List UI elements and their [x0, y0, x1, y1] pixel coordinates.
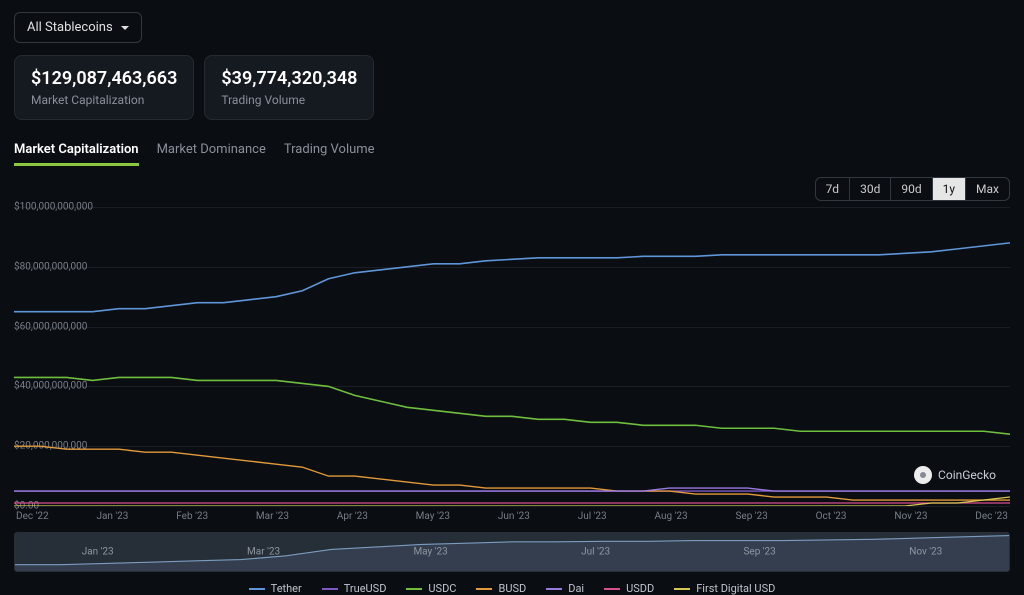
legend-label: First Digital USD [696, 582, 775, 595]
legend-item-busd[interactable]: BUSD [476, 582, 526, 595]
legend-swatch [546, 588, 562, 590]
x-axis-label: Dec '23 [975, 511, 1008, 522]
volume-label: Trading Volume [221, 93, 357, 107]
overview-fill [15, 536, 1009, 571]
chart-tabs: Market Capitalization Market Dominance Tra… [14, 142, 1010, 167]
time-range-group: 7d30d90d1yMax [815, 177, 1010, 201]
legend-swatch [674, 588, 690, 590]
overview-svg [15, 533, 1009, 571]
x-axis-label: Dec '22 [16, 511, 49, 522]
legend-item-tether[interactable]: Tether [249, 582, 302, 595]
marketcap-value: $129,087,463,663 [31, 68, 177, 89]
range-row: 7d30d90d1yMax [14, 177, 1010, 201]
marketcap-label: Market Capitalization [31, 93, 177, 107]
x-axis-label: Apr '23 [337, 511, 368, 522]
legend-label: Dai [568, 582, 584, 595]
legend-swatch [604, 588, 620, 590]
series-busd [14, 446, 1010, 500]
coingecko-icon [914, 466, 932, 484]
tab-trading-volume[interactable]: Trading Volume [284, 142, 375, 166]
attribution-badge: CoinGecko [914, 466, 996, 484]
legend-label: Tether [271, 582, 302, 595]
series-usdc [14, 377, 1010, 434]
series-tether [14, 243, 1010, 312]
dropdown-label: All Stablecoins [27, 20, 113, 35]
x-axis-label: Mar '23 [256, 511, 289, 522]
legend-item-dai[interactable]: Dai [546, 582, 584, 595]
legend-item-usdc[interactable]: USDC [406, 582, 456, 595]
legend-swatch [406, 588, 422, 590]
metric-cards: $129,087,463,663 Market Capitalization $… [14, 55, 1010, 120]
x-axis-label: Aug '23 [655, 511, 688, 522]
range-1y[interactable]: 1y [933, 178, 966, 200]
stablecoin-filter-dropdown[interactable]: All Stablecoins [14, 12, 142, 43]
range-90d[interactable]: 90d [891, 178, 932, 200]
legend-label: USDD [626, 582, 654, 595]
legend-label: BUSD [498, 582, 526, 595]
x-axis-label: May '23 [416, 511, 450, 522]
marketcap-card: $129,087,463,663 Market Capitalization [14, 55, 194, 120]
tab-market-dominance[interactable]: Market Dominance [157, 142, 266, 166]
range-7d[interactable]: 7d [816, 178, 851, 200]
legend-label: USDC [428, 582, 456, 595]
range-30d[interactable]: 30d [850, 178, 891, 200]
attribution-label: CoinGecko [938, 468, 996, 482]
legend-swatch [322, 588, 338, 590]
series-first-digital-usd [14, 497, 1010, 506]
chart-legend: Tether TrueUSD USDC BUSD Dai USDD First Digita… [14, 582, 1010, 595]
chart-svg [14, 207, 1010, 506]
legend-label: TrueUSD [344, 582, 387, 595]
volume-value: $39,774,320,348 [221, 68, 357, 89]
legend-swatch [249, 588, 265, 590]
tab-market-capitalization[interactable]: Market Capitalization [14, 142, 139, 166]
x-axis-label: Nov '23 [894, 511, 927, 522]
range-max[interactable]: Max [966, 178, 1009, 200]
volume-card: $39,774,320,348 Trading Volume [204, 55, 374, 120]
legend-item-first-digital-usd[interactable]: First Digital USD [674, 582, 775, 595]
legend-swatch [476, 588, 492, 590]
x-axis-label: Feb '23 [176, 511, 208, 522]
gridline [14, 506, 1010, 507]
x-axis-labels: Dec '22 Jan '23 Feb '23 Mar '23 Apr '23 May '… [14, 511, 1010, 522]
legend-item-usdd[interactable]: USDD [604, 582, 654, 595]
legend-item-trueusd[interactable]: TrueUSD [322, 582, 387, 595]
x-axis-label: Sep '23 [735, 511, 767, 522]
overview-scrubber[interactable]: Jan '23Mar '23May '23Jul '23Sep '23Nov '… [14, 532, 1010, 572]
x-axis-label: Jun '23 [498, 511, 530, 522]
chevron-down-icon [121, 26, 129, 30]
x-axis-label: Oct '23 [816, 511, 847, 522]
main-chart[interactable]: CoinGecko $0.00$20,000,000,000$40,000,00… [14, 207, 1010, 507]
x-axis-label: Jul '23 [578, 511, 607, 522]
x-axis-label: Jan '23 [96, 511, 128, 522]
